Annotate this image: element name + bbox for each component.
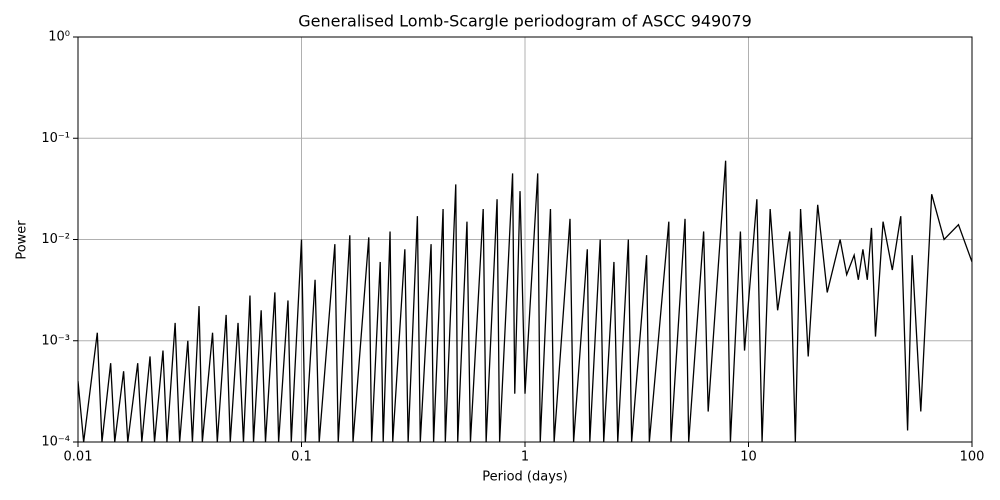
x-tick-label: 100 xyxy=(960,450,985,465)
y-tick-label: 10⁻² xyxy=(41,232,70,247)
y-tick-label: 10⁻¹ xyxy=(41,131,70,146)
y-tick-label: 10⁻⁴ xyxy=(41,435,70,450)
y-tick-label: 10⁰ xyxy=(48,30,70,45)
x-tick-label: 0.1 xyxy=(291,450,312,465)
x-axis-label: Period (days) xyxy=(482,470,568,485)
periodogram-line xyxy=(78,160,972,442)
x-tick-label: 1 xyxy=(521,450,529,465)
y-axis-label: Power xyxy=(15,220,30,260)
x-tick-label: 10 xyxy=(740,450,757,465)
y-tick-label: 10⁻³ xyxy=(41,333,70,348)
plot-frame xyxy=(77,36,973,443)
chart-title: Generalised Lomb-Scargle periodogram of … xyxy=(298,12,752,31)
x-tick-label: 0.01 xyxy=(64,450,93,465)
